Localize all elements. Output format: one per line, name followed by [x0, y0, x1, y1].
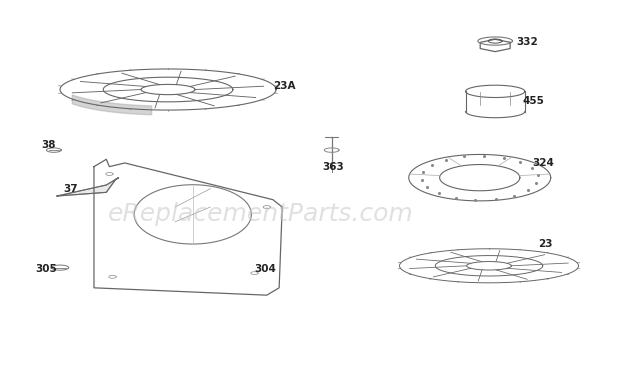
Text: 304: 304 [254, 265, 277, 275]
Text: 38: 38 [42, 139, 56, 149]
Text: 455: 455 [523, 95, 545, 105]
Text: 332: 332 [516, 37, 539, 47]
Polygon shape [57, 178, 118, 196]
Text: 23A: 23A [273, 81, 296, 91]
Text: 305: 305 [35, 265, 57, 275]
Text: 363: 363 [322, 162, 344, 172]
Text: 324: 324 [532, 158, 554, 168]
Text: 37: 37 [63, 184, 78, 194]
Text: 23: 23 [538, 239, 553, 249]
Text: eReplacementParts.com: eReplacementParts.com [108, 202, 414, 226]
